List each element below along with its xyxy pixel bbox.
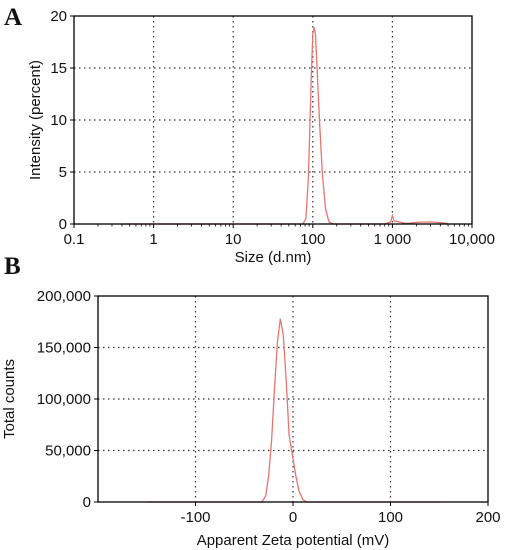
- panel-b-ticks: -100 0 100 200 0 50,000 100,000 150,000 200,000: [37, 288, 501, 526]
- y-tick-label: 200,000: [37, 288, 91, 305]
- panel-b-plot-frame: [97, 295, 489, 503]
- x-tick-label: 1 000: [374, 231, 412, 248]
- x-tick-label: 100: [378, 509, 403, 526]
- panel-a-x-axis-label: Size (d.nm): [235, 249, 312, 266]
- x-tick-label: 10,000: [449, 231, 495, 248]
- y-tick-label: 5: [59, 164, 67, 181]
- panel-b-y-axis-label: Total counts: [1, 359, 18, 439]
- panel-b-grid: [98, 296, 488, 502]
- panel-a-grid: [74, 16, 472, 224]
- panel-b-label: B: [4, 253, 21, 280]
- x-tick-label: 10: [225, 231, 242, 248]
- y-tick-label: 0: [83, 494, 91, 511]
- y-tick-label: 20: [50, 8, 67, 25]
- x-tick-label: -100: [180, 509, 210, 526]
- y-tick-label: 15: [50, 60, 67, 77]
- y-tick-label: 10: [50, 112, 67, 129]
- x-tick-label: 0.1: [64, 231, 85, 248]
- panel-a-plot-frame: [73, 15, 473, 225]
- panel-a-intensity-chart: A 0.1 1 10 100 1 000 10,000 0 5 10 15 20 Size (d.n…: [4, 4, 495, 266]
- panel-a-label: A: [4, 4, 22, 31]
- y-tick-label: 100,000: [37, 391, 91, 408]
- y-tick-label: 50,000: [45, 443, 91, 460]
- series-line: [121, 27, 449, 225]
- panel-b-zeta-chart: B -100 0 100 200 0 50,000 100,000 150,000 200,00…: [1, 253, 501, 549]
- panel-a-series-group: [121, 27, 449, 225]
- x-tick-label: 0: [289, 509, 297, 526]
- x-tick-label: 200: [475, 509, 500, 526]
- x-tick-label: 1: [149, 231, 157, 248]
- y-tick-label: 0: [59, 216, 67, 233]
- panel-b-x-axis-label: Apparent Zeta potential (mV): [197, 532, 390, 549]
- panel-a-ticks: 0.1 1 10 100 1 000 10,000 0 5 10 15 20: [50, 8, 495, 248]
- y-tick-label: 150,000: [37, 340, 91, 357]
- panel-a-y-axis-label: Intensity (percent): [27, 60, 44, 180]
- x-tick-label: 100: [300, 231, 325, 248]
